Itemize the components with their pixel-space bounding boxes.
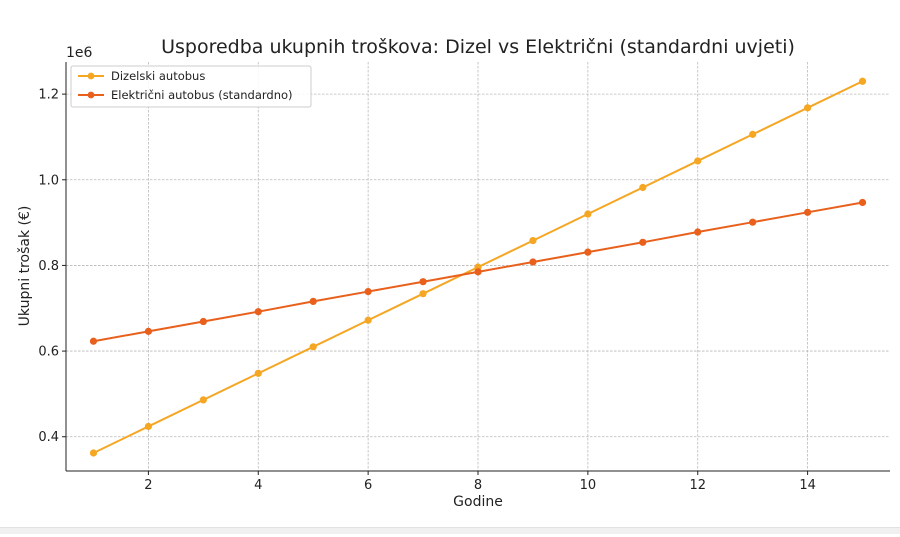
data-point [858,77,867,85]
data-point [254,369,262,377]
legend-marker [87,72,95,80]
legend-label: Električni autobus (standardno) [111,88,293,102]
page-bottom-divider [0,527,900,534]
data-point [749,218,757,226]
data-point [858,198,867,207]
data-point [144,422,152,431]
data-point [639,183,647,192]
data-point [694,228,702,236]
y-tick-label: 0.4 [38,430,59,445]
data-point [364,316,372,324]
data-point [474,268,482,276]
data-point [804,104,812,112]
x-axis-label: Godine [453,494,503,510]
data-point [529,236,537,245]
series-2 [89,198,867,345]
data-point [639,238,647,246]
series-1 [89,77,867,457]
legend-box [70,65,312,108]
y-tick-label: 0.8 [38,259,59,274]
data-point [309,343,317,351]
axes [62,62,890,475]
x-tick-label: 10 [580,478,597,493]
legend-item: Električni autobus (standardno) [78,88,293,102]
x-tick-label: 12 [689,478,706,493]
data-point [584,210,592,218]
data-point [254,308,262,316]
y-tick-label: 1.2 [38,88,59,103]
x-tick-label: 2 [144,478,152,493]
y-tick-label: 1.0 [38,173,59,188]
data-point [584,248,592,256]
data-point [364,287,372,296]
y-tick-label: 0.6 [38,345,59,360]
data-point [199,396,207,404]
y-axis-label: Ukupni trošak (€) [17,206,33,327]
data-point [749,130,757,138]
data-point [89,337,98,345]
data-point [804,208,812,216]
x-tick-label: 14 [799,478,816,493]
x-tick-label: 4 [254,478,262,493]
data-point [419,290,427,298]
data-point [419,278,427,286]
legend: Dizelski autobus Električni autobus (stan… [70,65,312,108]
data-point [694,157,702,165]
data-point [529,258,537,266]
legend-item: Dizelski autobus [78,69,205,83]
legend-label: Dizelski autobus [111,69,205,83]
data-point [144,327,152,335]
tick-labels: 2 4 6 8 10 12 14 0.4 0.6 0.8 1.0 1.2 [38,88,816,493]
legend-marker [87,91,95,99]
data-point [89,449,98,457]
data-point [199,317,207,326]
y-axis-offset-label: 1e6 [66,45,93,61]
series-lines [89,77,867,457]
x-tick-label: 8 [474,478,482,493]
chart-title: Usporedba ukupnih troškova: Dizel vs Ele… [161,36,795,58]
x-tick-label: 6 [364,478,372,493]
data-point [309,297,317,306]
